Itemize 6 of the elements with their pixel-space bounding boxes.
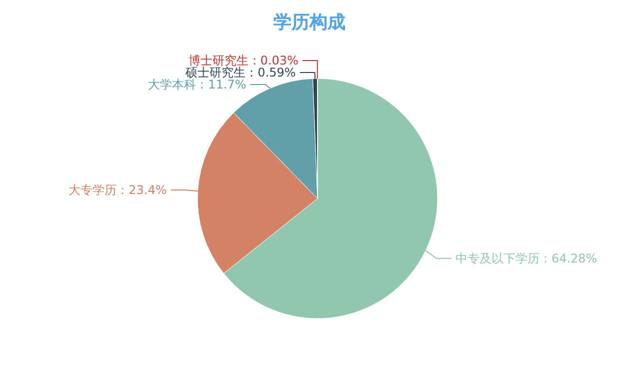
slice-label: 博士研究生：0.03% xyxy=(188,54,298,68)
slice-label: 中专及以下学历：64.28% xyxy=(455,251,598,266)
slice-label: 硕士研究生：0.59% xyxy=(184,66,296,80)
slice-label: 大学本科：11.7% xyxy=(148,78,246,92)
chart-title: 学历构成 xyxy=(274,12,346,33)
slice-label: 大专学历：23.4% xyxy=(68,183,167,198)
